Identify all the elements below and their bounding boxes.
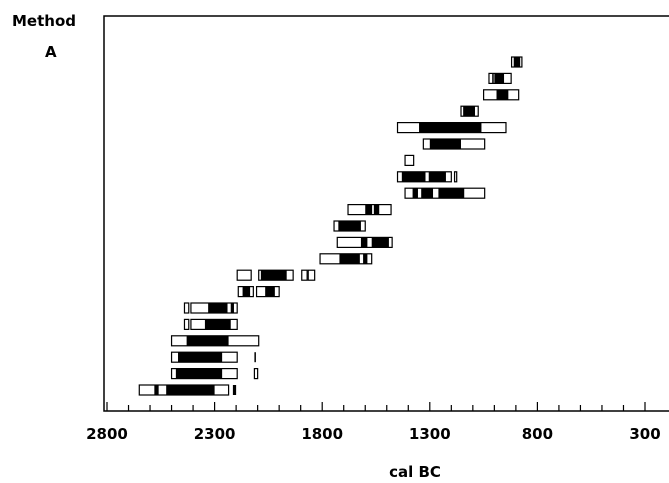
filled-range-bar bbox=[363, 253, 368, 264]
x-axis-label: cal BC bbox=[389, 463, 441, 481]
range-row bbox=[170, 351, 256, 363]
filled-range-bar bbox=[419, 122, 482, 133]
range-row bbox=[333, 220, 366, 232]
filled-range-bar bbox=[463, 106, 475, 117]
x-tick-label: 800 bbox=[522, 425, 553, 443]
filled-range-bar bbox=[371, 237, 389, 248]
open-range-bar bbox=[301, 269, 308, 281]
filled-range-bar bbox=[428, 171, 446, 182]
range-row bbox=[404, 154, 415, 166]
filled-range-bar bbox=[494, 73, 505, 84]
range-row bbox=[488, 72, 512, 85]
method-value: A bbox=[45, 43, 57, 61]
filled-range-bar bbox=[360, 237, 368, 248]
filled-range-bar bbox=[496, 89, 509, 100]
filled-range-bar bbox=[421, 188, 434, 199]
plot-frame bbox=[103, 15, 669, 412]
filled-range-bar bbox=[166, 385, 215, 395]
filled-range-bar bbox=[186, 335, 229, 346]
filled-range-bar bbox=[401, 171, 426, 182]
x-tick-label: 300 bbox=[629, 425, 660, 443]
filled-range-bar bbox=[230, 303, 234, 313]
filled-range-bar bbox=[429, 139, 462, 149]
range-row bbox=[510, 56, 523, 68]
open-range-bar bbox=[183, 302, 190, 314]
open-range-bar bbox=[183, 318, 190, 330]
range-row bbox=[183, 318, 238, 330]
filled-range-bar bbox=[254, 352, 256, 363]
range-rows bbox=[138, 56, 523, 396]
filled-range-bar bbox=[204, 319, 231, 330]
range-row bbox=[460, 105, 479, 117]
range-row bbox=[236, 269, 316, 281]
range-row bbox=[170, 368, 259, 380]
range-row bbox=[138, 384, 237, 396]
filled-range-bar bbox=[178, 352, 223, 363]
open-range-bar bbox=[453, 171, 458, 183]
range-row bbox=[422, 138, 486, 150]
range-row bbox=[483, 89, 520, 101]
open-range-bar bbox=[253, 368, 259, 380]
filled-range-bar bbox=[438, 188, 465, 199]
open-range-bar bbox=[307, 269, 316, 281]
range-row bbox=[347, 204, 392, 216]
range-row bbox=[183, 302, 238, 314]
filled-range-bar bbox=[338, 221, 361, 231]
range-row bbox=[396, 121, 507, 134]
filled-range-bar bbox=[208, 303, 228, 313]
open-range-bar bbox=[404, 154, 415, 166]
filled-range-bar bbox=[175, 368, 223, 379]
filled-range-bar bbox=[154, 385, 159, 395]
x-tick-label: 1800 bbox=[301, 425, 343, 443]
filled-range-bar bbox=[373, 204, 380, 215]
range-row bbox=[396, 171, 458, 183]
x-tick-label: 2300 bbox=[194, 425, 236, 443]
method-label: Method bbox=[12, 12, 76, 30]
filled-range-bar bbox=[232, 385, 237, 395]
filled-range-bar bbox=[260, 270, 287, 281]
filled-range-bar bbox=[513, 57, 521, 67]
x-axis-ticks: 2800 2300 1800 1300 800 300 bbox=[86, 402, 661, 443]
filled-range-bar bbox=[242, 286, 251, 297]
range-row bbox=[404, 187, 486, 199]
filled-range-bar bbox=[412, 188, 418, 199]
filled-range-bar bbox=[365, 204, 373, 215]
filled-range-bar bbox=[265, 286, 275, 297]
filled-range-bar bbox=[492, 73, 494, 84]
x-tick-label: 1300 bbox=[409, 425, 451, 443]
filled-range-bar bbox=[339, 253, 360, 264]
range-row bbox=[237, 286, 280, 298]
open-range-bar bbox=[236, 269, 252, 281]
range-row bbox=[170, 335, 260, 347]
x-tick-label: 2800 bbox=[86, 425, 128, 443]
range-row bbox=[336, 236, 393, 248]
range-row bbox=[319, 253, 373, 265]
